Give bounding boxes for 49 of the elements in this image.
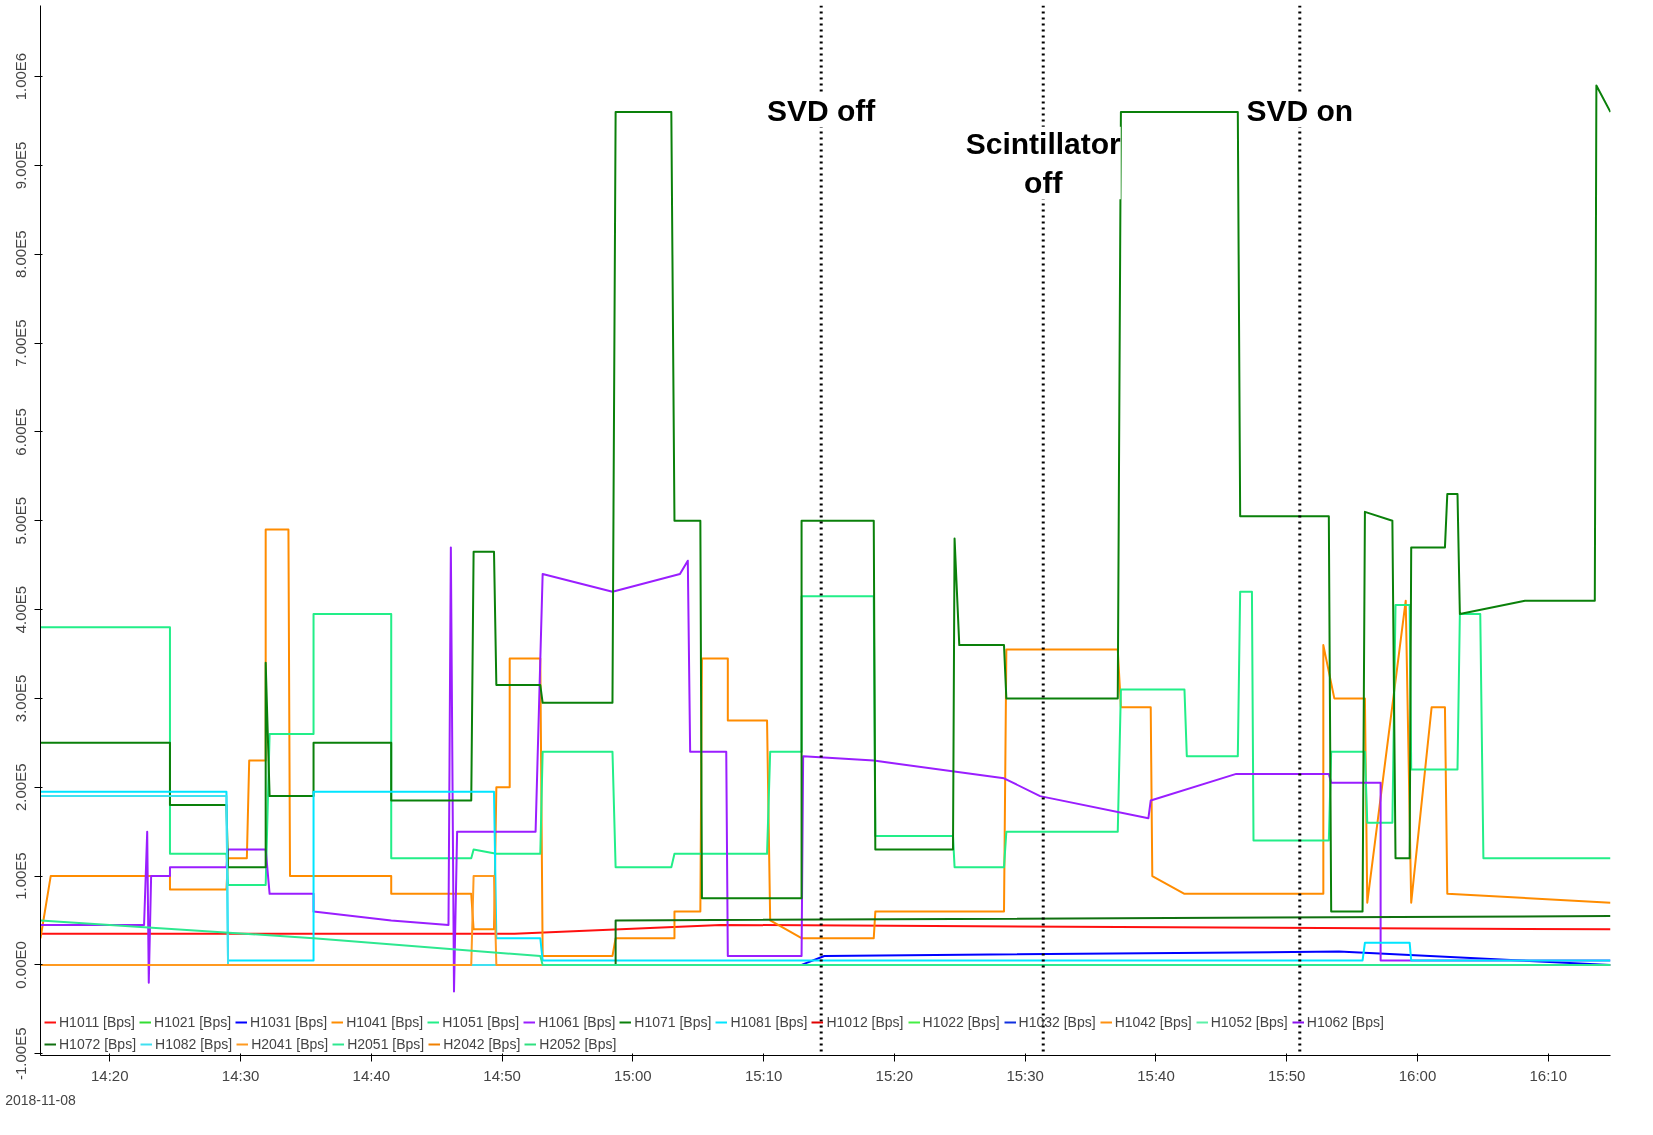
y-tick-label: 9.00E5 <box>12 141 30 190</box>
y-tick-label: 3.00E5 <box>12 674 30 723</box>
legend-label: H2042 [Bps] <box>443 1036 521 1052</box>
legend-label: H1011 [Bps] <box>59 1014 136 1030</box>
y-tick-label: 4.00E5 <box>12 585 30 634</box>
x-tick-label: 14:30 <box>221 1066 260 1084</box>
y-tick-label: 5.00E5 <box>12 496 30 545</box>
legend-label: H2041 [Bps] <box>251 1036 329 1052</box>
ref-line-label: SVD off <box>767 94 877 127</box>
legend-label: H1041 [Bps] <box>346 1014 424 1030</box>
legend-label: H1052 [Bps] <box>1210 1014 1288 1030</box>
x-tick-label: 15:10 <box>744 1066 783 1084</box>
ref-line-label: Scintillator off <box>965 126 1122 200</box>
legend-label: H2051 [Bps] <box>347 1036 425 1052</box>
x-tick-label: 16:00 <box>1398 1066 1437 1084</box>
legend-label: H1051 [Bps] <box>442 1014 520 1030</box>
legend-label: H1062 [Bps] <box>1306 1014 1384 1030</box>
x-tick-label: 16:10 <box>1529 1066 1568 1084</box>
legend-label: H1081 [Bps] <box>730 1014 808 1030</box>
y-tick-label: 0.00E0 <box>12 941 30 989</box>
y-tick-label: 8.00E5 <box>12 230 30 278</box>
y-tick-label: 1.00E6 <box>12 52 30 101</box>
x-tick-label: 15:40 <box>1137 1066 1175 1084</box>
x-tick-label: 14:50 <box>483 1066 521 1084</box>
x-tick-label: 15:00 <box>614 1066 652 1084</box>
x-tick-label: 15:30 <box>1006 1066 1044 1084</box>
x-tick-label: 15:20 <box>875 1066 914 1084</box>
x-tick-label: 15:50 <box>1267 1066 1306 1084</box>
legend-label: H1071 [Bps] <box>634 1014 712 1030</box>
legend-label: H2052 [Bps] <box>539 1036 617 1052</box>
x-tick-label: 14:40 <box>352 1066 391 1084</box>
legend-label: H1022 [Bps] <box>922 1014 1000 1030</box>
y-tick-label: 2.00E5 <box>12 763 30 811</box>
legend-label: H1012 [Bps] <box>826 1014 904 1030</box>
legend-label: H1061 [Bps] <box>538 1014 616 1030</box>
y-tick-label: 6.00E5 <box>12 408 30 456</box>
x-tick-label: 14:20 <box>91 1066 129 1084</box>
y-tick-label: 7.00E5 <box>12 319 30 367</box>
y-tick-label: -1.00E5 <box>12 1027 30 1080</box>
ref-line-label: SVD on <box>1246 94 1354 127</box>
legend-label: H1032 [Bps] <box>1018 1014 1096 1030</box>
legend-label: H1042 [Bps] <box>1114 1014 1192 1030</box>
x-axis-title: 2018-11-08 <box>5 1091 76 1108</box>
legend-label: H1072 [Bps] <box>59 1036 137 1052</box>
line-series <box>40 84 1611 913</box>
legend-label: H1031 [Bps] <box>250 1014 328 1030</box>
y-tick-label: 1.00E5 <box>12 852 30 900</box>
legend-label: H1082 [Bps] <box>155 1036 233 1052</box>
legend-label: H1021 [Bps] <box>154 1014 232 1030</box>
